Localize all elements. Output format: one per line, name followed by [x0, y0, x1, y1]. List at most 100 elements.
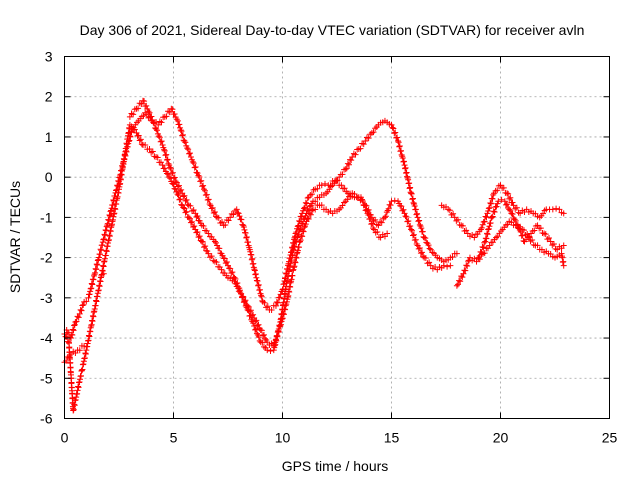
data-point-track-b-336: [307, 211, 314, 218]
data-point-track-b-207: [182, 209, 189, 216]
data-point-track-c-281: [303, 200, 310, 207]
data-point-track-a-319: [449, 254, 456, 261]
data-point-track-a-66: [183, 196, 190, 203]
data-point-track-d-47: [505, 190, 512, 197]
data-point-track-c-27: [88, 285, 95, 292]
data-point-track-c-224: [258, 292, 265, 299]
data-point-track-c-145: [187, 150, 194, 157]
data-point-track-f-6: [481, 239, 488, 246]
data-point-track-b-206: [181, 205, 188, 212]
data-point-track-c-218: [254, 278, 261, 285]
data-point-track-b-292: [281, 306, 288, 313]
data-point-track-b-393: [400, 206, 407, 213]
data-point-track-c-98: [127, 133, 134, 140]
data-point-track-b-397: [404, 218, 411, 225]
data-point-track-b-208: [183, 208, 190, 215]
data-point-track-c-39: [94, 257, 101, 264]
data-point-track-c-171: [211, 208, 218, 215]
data-point-track-c-234: [272, 302, 279, 309]
data-point-track-a-224: [343, 165, 350, 172]
data-point-track-a-43: [161, 147, 168, 154]
data-point-track-a-19: [138, 101, 145, 108]
data-point-track-b-199: [174, 191, 181, 198]
data-point-track-a-101: [228, 270, 235, 277]
data-point-track-b-319: [294, 247, 301, 254]
data-point-track-b-195: [170, 181, 177, 188]
data-point-track-c-239: [277, 291, 284, 298]
data-point-track-c-251: [284, 266, 291, 273]
data-point-track-a-239: [365, 135, 372, 142]
data-point-track-c-313: [363, 206, 370, 213]
data-point-track-b-252: [241, 298, 248, 305]
data-point-track-b-312: [291, 263, 298, 270]
data-point-track-b-233: [213, 259, 220, 266]
data-point-track-e-2: [456, 277, 463, 284]
data-point-track-f-37: [512, 217, 519, 224]
data-point-track-f-64: [550, 240, 557, 247]
data-point-track-a-288: [411, 202, 418, 209]
data-point-track-f-14: [486, 223, 493, 230]
data-point-track-d-31: [485, 205, 492, 212]
data-point-track-c-17: [78, 307, 85, 314]
data-point-track-c-280: [302, 199, 309, 206]
data-point-track-a-255: [392, 129, 399, 136]
data-point-track-a-229: [349, 154, 356, 161]
y-tick-label: 3: [45, 49, 53, 65]
data-point-track-a-228: [348, 157, 355, 164]
data-point-track-c-60: [106, 211, 113, 218]
data-point-track-c-151: [192, 163, 199, 170]
data-point-track-c-80: [117, 171, 124, 178]
data-point-track-c-81: [118, 167, 125, 174]
data-point-track-a-57: [173, 179, 180, 186]
data-point-track-b-173: [138, 141, 145, 148]
data-point-track-f-49: [526, 233, 533, 240]
data-point-track-a-218: [334, 177, 341, 184]
data-point-track-a-21: [141, 98, 148, 105]
data-point-track-c-174: [215, 214, 222, 221]
data-point-track-a-47: [164, 156, 171, 163]
data-point-track-b-326: [299, 233, 306, 240]
data-point-track-d-51: [509, 199, 516, 206]
x-tick-label: 25: [602, 430, 618, 446]
data-point-track-b-373: [372, 216, 379, 223]
data-point-track-c-29: [89, 281, 96, 288]
data-point-track-c-197: [243, 234, 250, 241]
data-point-track-c-45: [98, 247, 105, 254]
data-point-track-c-180: [225, 217, 232, 224]
x-tick-label: 10: [275, 430, 291, 446]
data-point-track-f-3: [478, 249, 485, 256]
data-point-track-b-200: [175, 192, 182, 199]
data-point-track-b-404: [410, 231, 417, 238]
data-point-track-c-236: [274, 299, 281, 306]
data-point-track-c-73: [113, 186, 120, 193]
data-point-track-a-137: [267, 347, 274, 354]
data-point-track-b-387: [391, 197, 398, 204]
data-point-track-d-6: [450, 210, 457, 217]
data-point-track-b-218: [194, 228, 201, 235]
data-point-track-b-283: [275, 329, 282, 336]
data-point-track-a-257: [394, 134, 401, 141]
data-point-track-b-257: [246, 308, 253, 315]
data-point-track-c-254: [286, 258, 293, 265]
data-point-track-c-75: [114, 183, 121, 190]
data-point-track-c-64: [108, 205, 115, 212]
data-point-track-a-71: [190, 206, 197, 213]
data-point-track-a-266: [399, 154, 406, 161]
data-point-track-a-234: [357, 145, 364, 152]
data-point-track-c-110: [143, 111, 150, 118]
data-point-track-c-225: [258, 293, 265, 300]
data-point-track-c-116: [155, 121, 162, 128]
data-point-track-a-279: [406, 185, 413, 192]
x-tick-label: 5: [170, 430, 178, 446]
data-point-track-a-263: [398, 147, 405, 154]
y-tick-label: 0: [45, 169, 53, 185]
data-point-track-a-269: [401, 162, 408, 169]
data-point-track-a-100: [227, 265, 234, 272]
data-point-track-c-22: [85, 294, 92, 301]
y-axis-label: SDTVAR / TECUs: [7, 181, 23, 293]
data-point-track-c-108: [140, 112, 147, 119]
data-point-track-c-158: [199, 183, 206, 190]
data-point-track-d-36: [489, 195, 496, 202]
data-point-track-c-263: [290, 240, 297, 247]
